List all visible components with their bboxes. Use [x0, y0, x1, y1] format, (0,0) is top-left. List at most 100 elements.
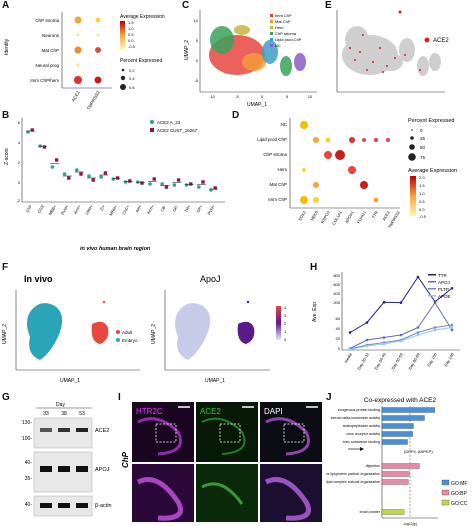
panel-b-point-a23: [38, 144, 42, 148]
svg-text:Day: Day: [56, 402, 65, 408]
panel-a-row: Neurons: [42, 33, 60, 38]
svg-text:UMAP_1: UMAP_1: [205, 378, 225, 384]
svg-text:0.5: 0.5: [128, 32, 134, 37]
svg-text:1.0: 1.0: [128, 26, 134, 31]
svg-text:20: 20: [336, 336, 341, 341]
panel-b-tick: TH+: [183, 203, 191, 213]
panel-j-bar: [381, 407, 435, 413]
svg-text:-0.5: -0.5: [128, 44, 136, 49]
svg-text:Adult: Adult: [122, 330, 133, 335]
panel-j-term: steroid delta-isomerase activity: [331, 416, 381, 420]
panel-b-point-cust: [189, 182, 193, 186]
panel-h-point: [450, 328, 454, 332]
svg-text:COL1A1: COL1A1: [331, 209, 343, 225]
svg-text:Ave. Exp.: Ave. Exp.: [312, 301, 318, 322]
panel-b-tick: MRH+: [108, 203, 118, 216]
panel-b-point-cust: [30, 128, 34, 132]
panel-b-point-a23: [148, 182, 152, 186]
svg-text:0: 0: [420, 128, 423, 133]
panel-label-j: J: [326, 392, 332, 403]
svg-text:1.5: 1.5: [419, 183, 425, 188]
svg-text:400: 400: [333, 291, 340, 296]
svg-text:33: 33: [43, 411, 49, 417]
panel-f-title-right: ApoJ: [200, 274, 221, 284]
svg-text:APOJ: APOJ: [438, 280, 450, 285]
panel-h-point: [433, 326, 437, 329]
svg-text:-10: -10: [209, 94, 216, 99]
panel-h-point: [416, 275, 420, 279]
svg-text:Average Expression: Average Expression: [408, 168, 457, 174]
panel-f-title-left: In vivo: [24, 274, 53, 284]
svg-text:0.2: 0.2: [129, 68, 135, 73]
svg-text:ChP stroma: ChP stroma: [275, 31, 297, 36]
panel-h-point: [433, 328, 437, 332]
panel-a-dotplot: Identity ChP stroma Neurons Mat ChP Neur…: [4, 12, 165, 110]
svg-text:Mat ChP: Mat ChP: [269, 182, 287, 187]
svg-text:ChP stroma: ChP stroma: [263, 152, 287, 157]
panel-j-term: aminopeptidase activity: [343, 424, 381, 428]
svg-text:Lipid prod ChP: Lipid prod ChP: [275, 37, 302, 42]
svg-text:4: 4: [284, 305, 287, 310]
panel-b-point-cust: [176, 178, 181, 182]
panel-b-point-cust: [79, 172, 83, 176]
panel-h-point: [416, 333, 420, 337]
panel-b-point-a23: [50, 165, 55, 169]
panel-b-point-cust: [67, 176, 71, 180]
panel-a-ylabel: Identity: [4, 38, 10, 55]
panel-j-term: plasma lipoprotein particle organization: [326, 472, 380, 476]
svg-text:Lipid prod ChP: Lipid prod ChP: [257, 137, 287, 142]
panel-h-tick: Day 146: [443, 351, 455, 367]
panel-b-tick: GP-: [171, 203, 179, 212]
panel-b-tick: PVH+: [60, 203, 70, 215]
panel-b-point-a23: [160, 182, 164, 186]
panel-e-umap: ACE2: [336, 10, 449, 93]
svg-text:GO:MF: GO:MF: [451, 481, 467, 487]
panel-a-row: Mat ChP: [41, 48, 59, 53]
panel-j-term: toxic substance binding: [343, 440, 380, 444]
svg-text:0: 0: [261, 94, 264, 99]
panel-label-f: F: [2, 262, 9, 273]
panel-h-series-line: [349, 324, 453, 350]
panel-j-term: protein-lipid complex subunit organizati…: [326, 480, 380, 484]
panel-b-point-cust: [140, 181, 144, 185]
panel-h-point: [416, 331, 420, 334]
svg-text:100-: 100-: [22, 436, 32, 442]
svg-text:Z-score: Z-score: [4, 148, 10, 165]
panel-h-tick: Day 50-69: [390, 351, 404, 370]
svg-text:6: 6: [18, 120, 21, 125]
panel-j-bar: [381, 479, 409, 485]
svg-text:5: 5: [286, 94, 289, 99]
panel-label-a: A: [2, 0, 10, 11]
panel-label-c: C: [182, 0, 190, 11]
svg-text:0.0: 0.0: [128, 38, 134, 43]
panel-h-point: [382, 336, 386, 339]
panel-j-term: exogenous protein binding: [338, 408, 380, 412]
svg-text:-2: -2: [16, 198, 20, 203]
panel-a-gene: TMPRSS2: [86, 90, 101, 110]
panel-h-point: [450, 286, 454, 290]
svg-text:SOX2: SOX2: [297, 209, 307, 221]
svg-text:NEK6: NEK6: [309, 209, 319, 221]
panel-j-bar: [381, 415, 425, 421]
svg-text:ACE2: ACE2: [95, 428, 109, 434]
svg-text:0.5: 0.5: [419, 199, 425, 204]
svg-text:NC: NC: [281, 122, 288, 127]
panel-label-i: I: [118, 392, 121, 403]
panel-b-xlabel: in vivo human brain region: [80, 246, 151, 252]
panel-a-pct-title: Percent Expressed: [120, 58, 162, 64]
panel-label-h: H: [310, 262, 318, 273]
svg-text:40-: 40-: [25, 460, 33, 466]
svg-text:ACE2 CUST_16267: ACE2 CUST_16267: [157, 128, 198, 133]
panel-b-point-a23: [123, 180, 128, 184]
svg-text:GO:BP: GO:BP: [451, 491, 468, 497]
svg-text:Mat ChP: Mat ChP: [275, 19, 291, 24]
panel-h-point: [348, 348, 352, 351]
svg-text:-log10(p): -log10(p): [403, 522, 417, 526]
panel-h-series-line: [349, 327, 453, 350]
panel-b-point-cust: [164, 185, 169, 189]
panel-label-g: G: [2, 392, 10, 403]
panel-b-point-cust: [152, 177, 156, 181]
panel-f-umaps: In vivo ApoJ UMAP_2 UMAP_1 Adult Embryo …: [2, 274, 287, 384]
svg-text:-5: -5: [235, 94, 239, 99]
panel-i-side-label: ChP: [121, 451, 130, 468]
